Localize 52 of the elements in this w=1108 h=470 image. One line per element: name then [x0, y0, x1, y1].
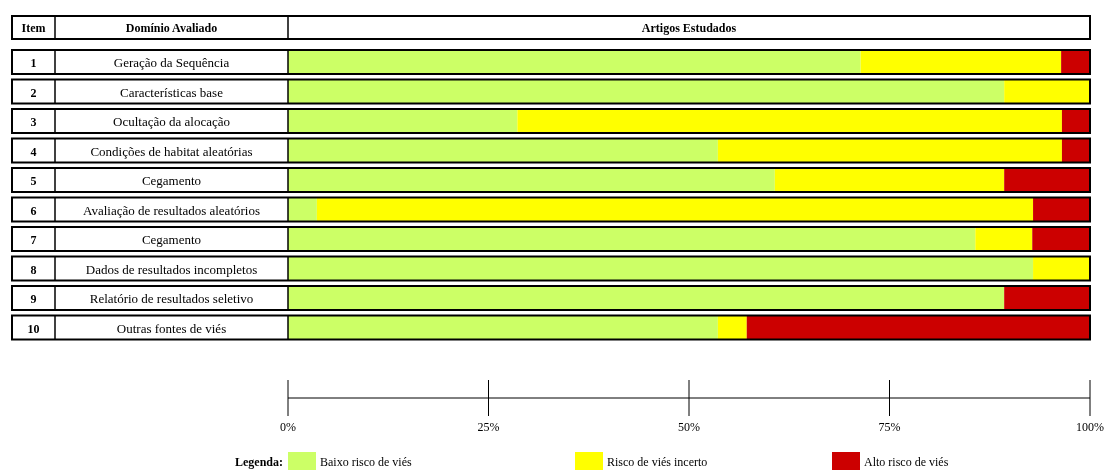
- bar: [288, 315, 718, 340]
- x-tick-label: 50%: [678, 420, 700, 434]
- bar: [1004, 168, 1090, 192]
- y-tick-label: Outras fontes de viés: [116, 320, 227, 336]
- x-tick-label: 100%: [1076, 420, 1104, 434]
- x-tick-label: 75%: [878, 420, 901, 434]
- bar: [717, 138, 1062, 163]
- x-tick-label: 25%: [477, 420, 500, 434]
- chart-title: Artigos Estudados: [641, 21, 737, 35]
- text: 8: [30, 262, 37, 277]
- bar: [746, 315, 1090, 340]
- y-tick-label: Condições de habitat aleatórias: [90, 143, 253, 159]
- text: Item: [21, 21, 46, 35]
- text: 7: [30, 233, 37, 247]
- bar: [316, 197, 1034, 222]
- bar: [1004, 79, 1090, 104]
- text: 1: [30, 56, 37, 70]
- text: 2: [30, 85, 37, 100]
- bar: [717, 315, 747, 340]
- text: 9: [30, 292, 37, 306]
- text: 3: [30, 115, 37, 129]
- bar: [288, 227, 976, 251]
- bar: [288, 286, 1005, 310]
- bar: [517, 109, 1062, 133]
- y-tick-label: Geração da Sequência: [113, 55, 230, 70]
- y-tick-label: Características base: [120, 84, 224, 100]
- y-tick-label: Relatório de resultados seletivo: [89, 291, 254, 306]
- text: 5: [30, 174, 37, 188]
- bar: [860, 50, 1062, 74]
- y-tick-label: Cegamento: [141, 173, 202, 188]
- bar: [975, 227, 1033, 251]
- y-tick-label: Ocultação da alocação: [113, 114, 230, 129]
- bar: [288, 50, 861, 74]
- y-tick-label: Dados de resultados incompletos: [85, 261, 258, 277]
- legend-label: Risco de viés incerto: [607, 455, 708, 469]
- text: 10: [27, 321, 40, 336]
- x-tick-label: 0%: [280, 420, 296, 434]
- bar: [288, 168, 775, 192]
- bar: [288, 138, 718, 163]
- text: 6: [30, 203, 37, 218]
- bar: [774, 168, 1005, 192]
- y-tick-label: Avaliação de resultados aleatórios: [83, 202, 260, 218]
- bar: [288, 256, 1034, 281]
- bar: [288, 79, 1005, 104]
- bar: [288, 109, 518, 133]
- bar: [1004, 286, 1090, 310]
- text: 4: [30, 144, 37, 159]
- legend-label: Baixo risco de viés: [320, 455, 412, 469]
- y-axis-title: Domínio Avaliado: [125, 21, 218, 35]
- y-tick-label: Cegamento: [141, 232, 202, 247]
- legend-title: Legenda:: [235, 455, 283, 469]
- legend-label: Alto risco de viés: [864, 455, 949, 469]
